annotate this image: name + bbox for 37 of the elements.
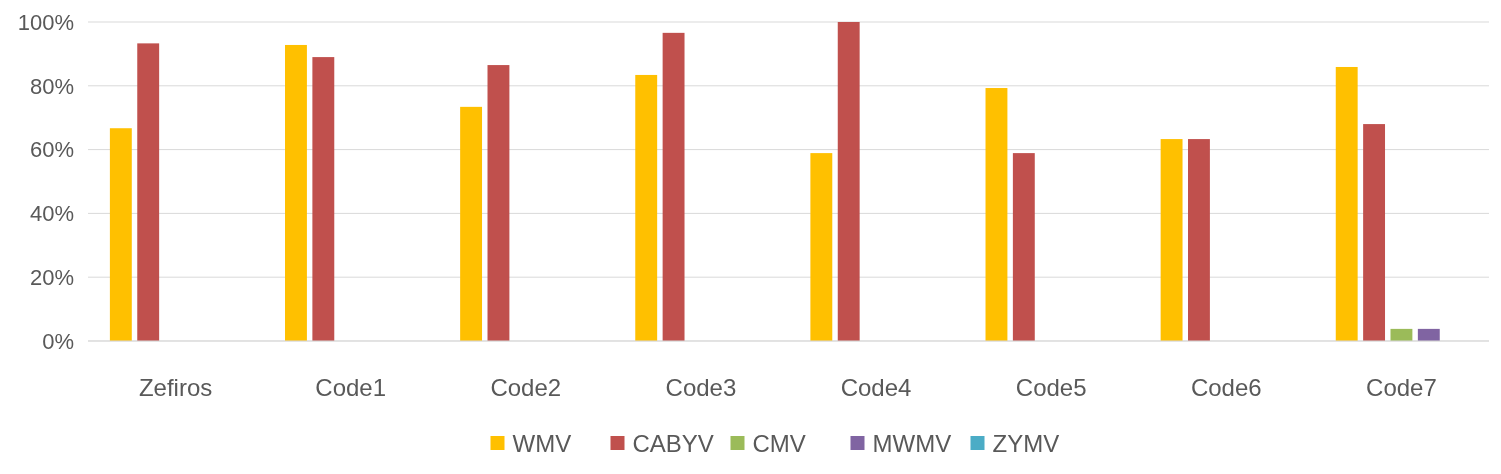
x-tick-label: Code5 [1015, 374, 1087, 401]
bar [662, 32, 685, 341]
bar [487, 65, 510, 341]
bar [837, 22, 860, 341]
y-tick-label: 40% [29, 201, 74, 227]
bar [285, 44, 307, 341]
bar [1363, 124, 1386, 341]
legend-label: ZYMV [992, 430, 1060, 458]
y-tick-label: 100% [17, 9, 74, 35]
bar [1335, 66, 1358, 341]
legend-label: CMV [752, 430, 806, 458]
y-tick-label: 60% [29, 137, 74, 163]
x-tick-label: Code4 [840, 374, 912, 401]
bar [312, 57, 335, 341]
bar [1160, 139, 1183, 341]
bar [1188, 139, 1210, 341]
legend-label: CABYV [632, 430, 714, 458]
y-tick-label: 0% [42, 328, 74, 354]
bar [810, 153, 833, 341]
y-tick-label: 20% [29, 264, 74, 290]
x-tick-label: Code2 [490, 374, 562, 401]
bar [460, 106, 483, 341]
x-tick-label: Zefiros [138, 374, 213, 401]
bar [137, 43, 160, 341]
legend-label: WMV [512, 430, 572, 458]
bar [985, 88, 1008, 341]
y-tick-label: 80% [29, 73, 74, 99]
x-tick-label: Code3 [665, 374, 737, 401]
bar [1417, 328, 1440, 341]
bar [109, 128, 132, 341]
bar [1390, 328, 1413, 341]
legend-label: MWMV [872, 430, 952, 458]
x-tick-label: Code6 [1190, 374, 1262, 401]
x-tick-label: Code7 [1366, 374, 1437, 401]
bar [635, 74, 658, 341]
x-tick-label: Code1 [315, 374, 387, 401]
bar [1012, 153, 1035, 341]
